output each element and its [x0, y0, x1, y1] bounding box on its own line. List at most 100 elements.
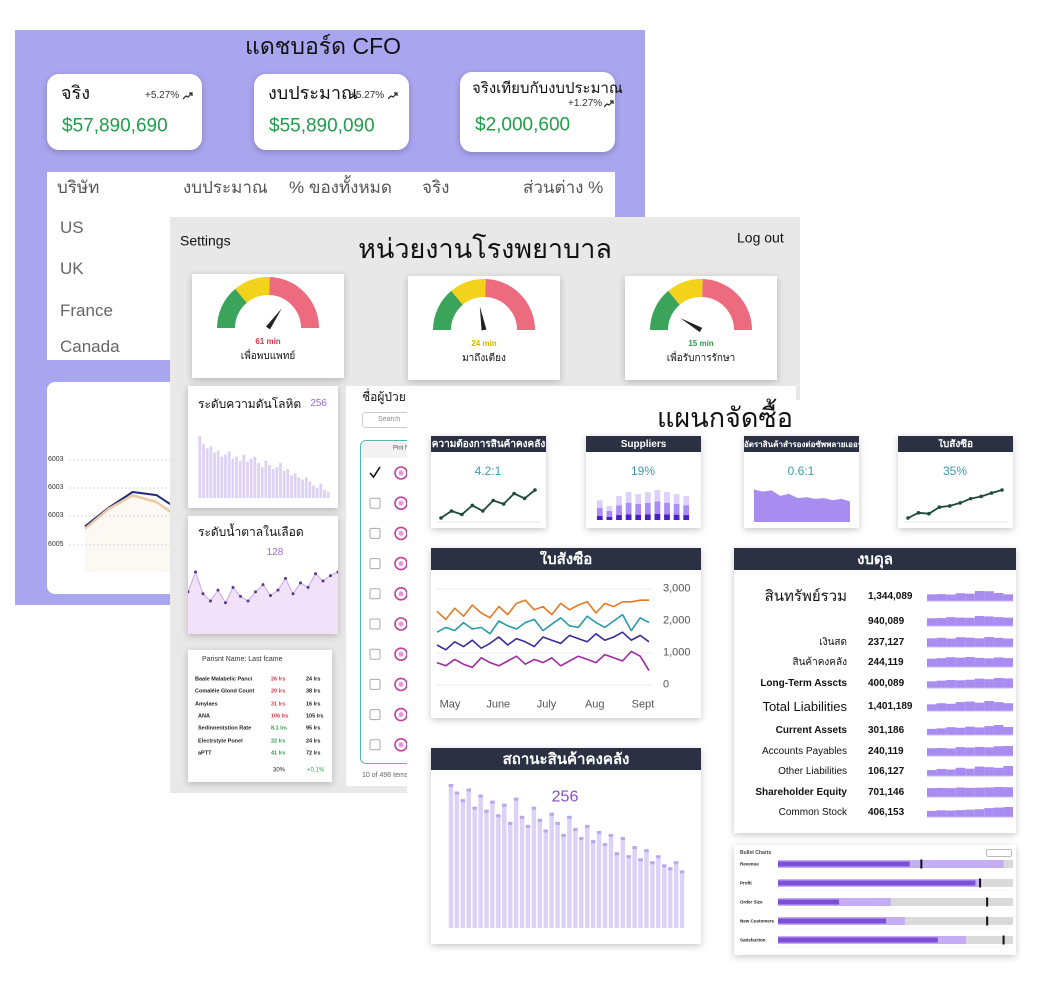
bar-cap — [590, 840, 596, 844]
bar-segment — [683, 515, 690, 520]
checkbox[interactable] — [369, 497, 381, 509]
bar-cap — [567, 815, 572, 819]
bullet-target — [979, 878, 982, 888]
spark-bar — [984, 658, 994, 667]
table-header: % ของทั้งหมด — [289, 177, 392, 197]
spark-bar — [974, 657, 985, 667]
bar-cap — [525, 824, 531, 828]
checkbox[interactable] — [369, 739, 381, 751]
balance-label: Accounts Payables — [761, 746, 847, 757]
lab-name: aPTT — [198, 750, 212, 757]
lab-prev: 95 lrs — [306, 725, 321, 732]
checkbox[interactable] — [369, 709, 381, 721]
bullet-target — [920, 859, 923, 869]
bar — [231, 458, 235, 498]
inventory-value: 256 — [551, 788, 579, 806]
point — [491, 498, 496, 503]
bar — [297, 477, 301, 498]
spark-bar — [936, 618, 947, 626]
axis-label: 6005 — [48, 540, 64, 548]
spark-bar — [984, 726, 994, 735]
bar-cap — [561, 834, 566, 838]
checkbox[interactable] — [369, 618, 381, 630]
bullet-bar — [778, 937, 938, 943]
lab-name: Amylaes — [195, 701, 218, 708]
spark-bar — [955, 747, 966, 756]
bar-cap — [667, 867, 673, 871]
bullet-title: Bullet Charts — [740, 850, 772, 856]
lab-last: 22 lrs — [271, 738, 286, 745]
spark-bar — [974, 616, 985, 626]
bar-cap — [614, 852, 620, 856]
kpi-label: จริงเทียบกับงบประมาณ — [472, 80, 623, 97]
bar — [478, 794, 483, 928]
bar — [257, 462, 260, 498]
gauge-segment — [701, 279, 752, 331]
balance-label: เงินสด — [819, 637, 847, 648]
bullet-target — [986, 916, 989, 926]
bar — [531, 806, 537, 928]
spark-bar — [936, 594, 947, 601]
point — [329, 574, 332, 578]
spark-bar — [984, 747, 994, 756]
card-header — [431, 548, 701, 570]
bar — [454, 791, 460, 928]
spark-bar — [936, 680, 947, 688]
balance-value: 940,089 — [868, 616, 905, 627]
spark-bar — [993, 702, 1004, 711]
bar-cap — [537, 818, 543, 822]
area — [188, 572, 338, 634]
spark-bar — [974, 787, 985, 797]
table-row: US — [60, 217, 84, 237]
point — [439, 516, 443, 520]
lab-total: +0.1% — [307, 767, 325, 774]
bar — [312, 485, 315, 498]
axis-label: 6003 — [48, 511, 64, 519]
bar — [326, 491, 330, 498]
bar — [673, 861, 679, 928]
avatar-dot — [398, 681, 404, 687]
gauge-segment — [235, 277, 270, 304]
spark-bar — [1003, 703, 1013, 711]
kpi-label: จริง — [61, 83, 91, 104]
checkbox[interactable] — [369, 558, 381, 570]
bullet-option[interactable] — [986, 849, 1012, 857]
balance-value: 406,153 — [868, 807, 905, 818]
balance-value: 240,119 — [868, 746, 904, 757]
bar-cap — [460, 799, 466, 803]
spark-bar — [927, 770, 937, 776]
kpi-value: $57,890,690 — [62, 115, 168, 137]
checkbox[interactable] — [369, 588, 381, 600]
balance-label: Current Assets — [775, 725, 847, 736]
avatar-dot — [398, 530, 404, 536]
bullet-chart — [778, 859, 1013, 948]
bullet-label: New Customers — [740, 918, 775, 924]
bp-chart — [198, 436, 330, 498]
point — [246, 599, 250, 603]
spark-bar — [936, 703, 947, 711]
kpi-chart — [753, 489, 851, 522]
point — [336, 570, 338, 574]
spark-bar — [993, 593, 1004, 601]
spark-bar — [936, 768, 947, 776]
bar — [275, 467, 279, 498]
spark-bar — [936, 787, 947, 797]
checkbox[interactable] — [369, 648, 381, 660]
gauge-segment — [650, 290, 681, 331]
settings-link[interactable]: Settings — [180, 232, 231, 249]
bar — [555, 821, 560, 928]
spark-bar — [965, 747, 975, 756]
bar-cap — [656, 855, 661, 859]
bar-cap — [484, 809, 489, 813]
gauge-label: เพื่อรับการรักษา — [666, 353, 736, 364]
checkbox[interactable] — [369, 678, 381, 690]
bar — [238, 460, 242, 498]
point — [937, 505, 942, 510]
spark-bar — [974, 638, 985, 647]
logout-link[interactable]: Log out — [737, 229, 784, 246]
spark-bar — [984, 787, 994, 797]
lab-name: Baale Malabelic Panci — [195, 676, 253, 683]
spark-bar — [993, 807, 1004, 817]
bar-cap — [507, 821, 513, 825]
checkbox[interactable] — [369, 527, 381, 539]
